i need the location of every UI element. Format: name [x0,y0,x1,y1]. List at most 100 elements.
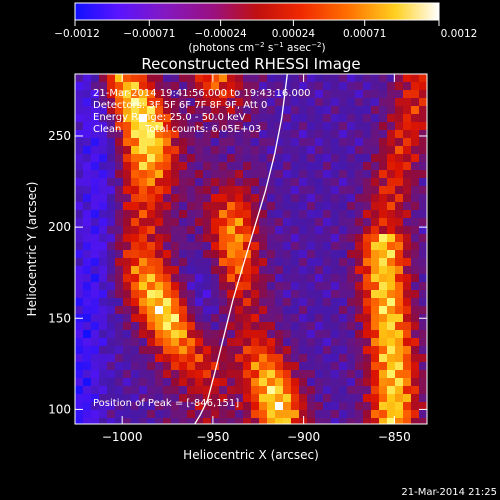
heatmap-cell [219,386,228,395]
heatmap-cell [371,106,380,115]
heatmap-cell [171,274,180,283]
heatmap-cell [259,74,268,83]
heatmap-cell [371,386,380,395]
heatmap-cell [275,170,284,179]
heatmap-cell [131,226,140,235]
heatmap-cell [251,234,260,243]
heatmap-cell [107,322,116,331]
heatmap-cell [139,202,148,211]
heatmap-cell [171,210,180,219]
heatmap-cell [371,130,380,139]
heatmap-cell [283,202,292,211]
heatmap-cell [243,346,252,355]
heatmap-cell [179,146,188,155]
heatmap-cell [171,106,180,115]
heatmap-cell [163,170,172,179]
heatmap-cell [75,170,84,179]
heatmap-cell [131,90,140,99]
heatmap-cell [419,322,427,331]
heatmap-cell [99,234,108,243]
heatmap-cell [163,306,172,315]
heatmap-cell [123,370,132,379]
heatmap-cell [299,202,308,211]
heatmap-cell [387,362,396,371]
heatmap-cell [147,298,156,307]
heatmap-cell [243,314,252,323]
heatmap-cell [363,122,372,131]
heatmap-cell [331,418,340,424]
heatmap-cell [83,290,92,299]
heatmap-cell [115,98,124,107]
heatmap-cell [203,162,212,171]
heatmap-cell [187,370,196,379]
heatmap-cell [115,370,124,379]
heatmap-cell [387,338,396,347]
heatmap-cell [203,314,212,323]
heatmap-cell [195,218,204,227]
heatmap-cell [227,106,236,115]
heatmap-cell [243,154,252,163]
heatmap-cell [331,114,340,123]
heatmap-cell [323,394,332,403]
heatmap-cell [411,402,420,411]
heatmap-cell [235,258,244,267]
colorbar-tick-label: 0.00024 [272,28,316,40]
heatmap-cell [379,210,388,219]
heatmap-cell [227,418,236,424]
heatmap-cell [323,202,332,211]
heatmap-cell [91,410,100,419]
heatmap-cell [283,122,292,131]
heatmap-cell [91,122,100,131]
heatmap-cell [179,410,188,419]
heatmap-cell [195,114,204,123]
heatmap-cell [203,402,212,411]
heatmap-cell [275,330,284,339]
heatmap-cell [99,314,108,323]
heatmap-cell [107,394,116,403]
heatmap-cell [339,106,348,115]
heatmap-cell [179,226,188,235]
heatmap-cell [115,194,124,203]
heatmap-cell [419,290,427,299]
heatmap-cell [307,266,316,275]
heatmap-cell [379,250,388,259]
heatmap-cell [275,410,284,419]
heatmap-cell [307,298,316,307]
heatmap-cell [275,202,284,211]
heatmap-cell [363,178,372,187]
heatmap-cell [379,130,388,139]
heatmap-cell [75,178,84,187]
heatmap-cell [387,194,396,203]
heatmap-cell [291,90,300,99]
heatmap-cell [115,130,124,139]
heatmap-cell [387,210,396,219]
heatmap-cell [99,98,108,107]
heatmap-cell [227,186,236,195]
heatmap-cell [275,122,284,131]
heatmap-cell [315,322,324,331]
heatmap-cell [123,130,132,139]
heatmap-cell [171,330,180,339]
heatmap-cell [107,378,116,387]
heatmap-cell [403,418,412,424]
heatmap-cell [235,362,244,371]
heatmap-cell [387,162,396,171]
heatmap-cell [339,314,348,323]
heatmap-cell [211,354,220,363]
heatmap-cell [331,194,340,203]
heatmap-cell [339,74,348,83]
heatmap-cell [83,178,92,187]
heatmap-cell [163,258,172,267]
heatmap-cell [339,226,348,235]
heatmap-cell [195,170,204,179]
heatmap-cell [419,386,427,395]
heatmap-cell [395,402,404,411]
heatmap-cell [291,130,300,139]
heatmap-cell [83,154,92,163]
heatmap-cell [179,266,188,275]
heatmap-cell [179,106,188,115]
heatmap-cell [147,146,156,155]
heatmap-cell [91,386,100,395]
heatmap-cell [379,162,388,171]
heatmap-cell [99,130,108,139]
